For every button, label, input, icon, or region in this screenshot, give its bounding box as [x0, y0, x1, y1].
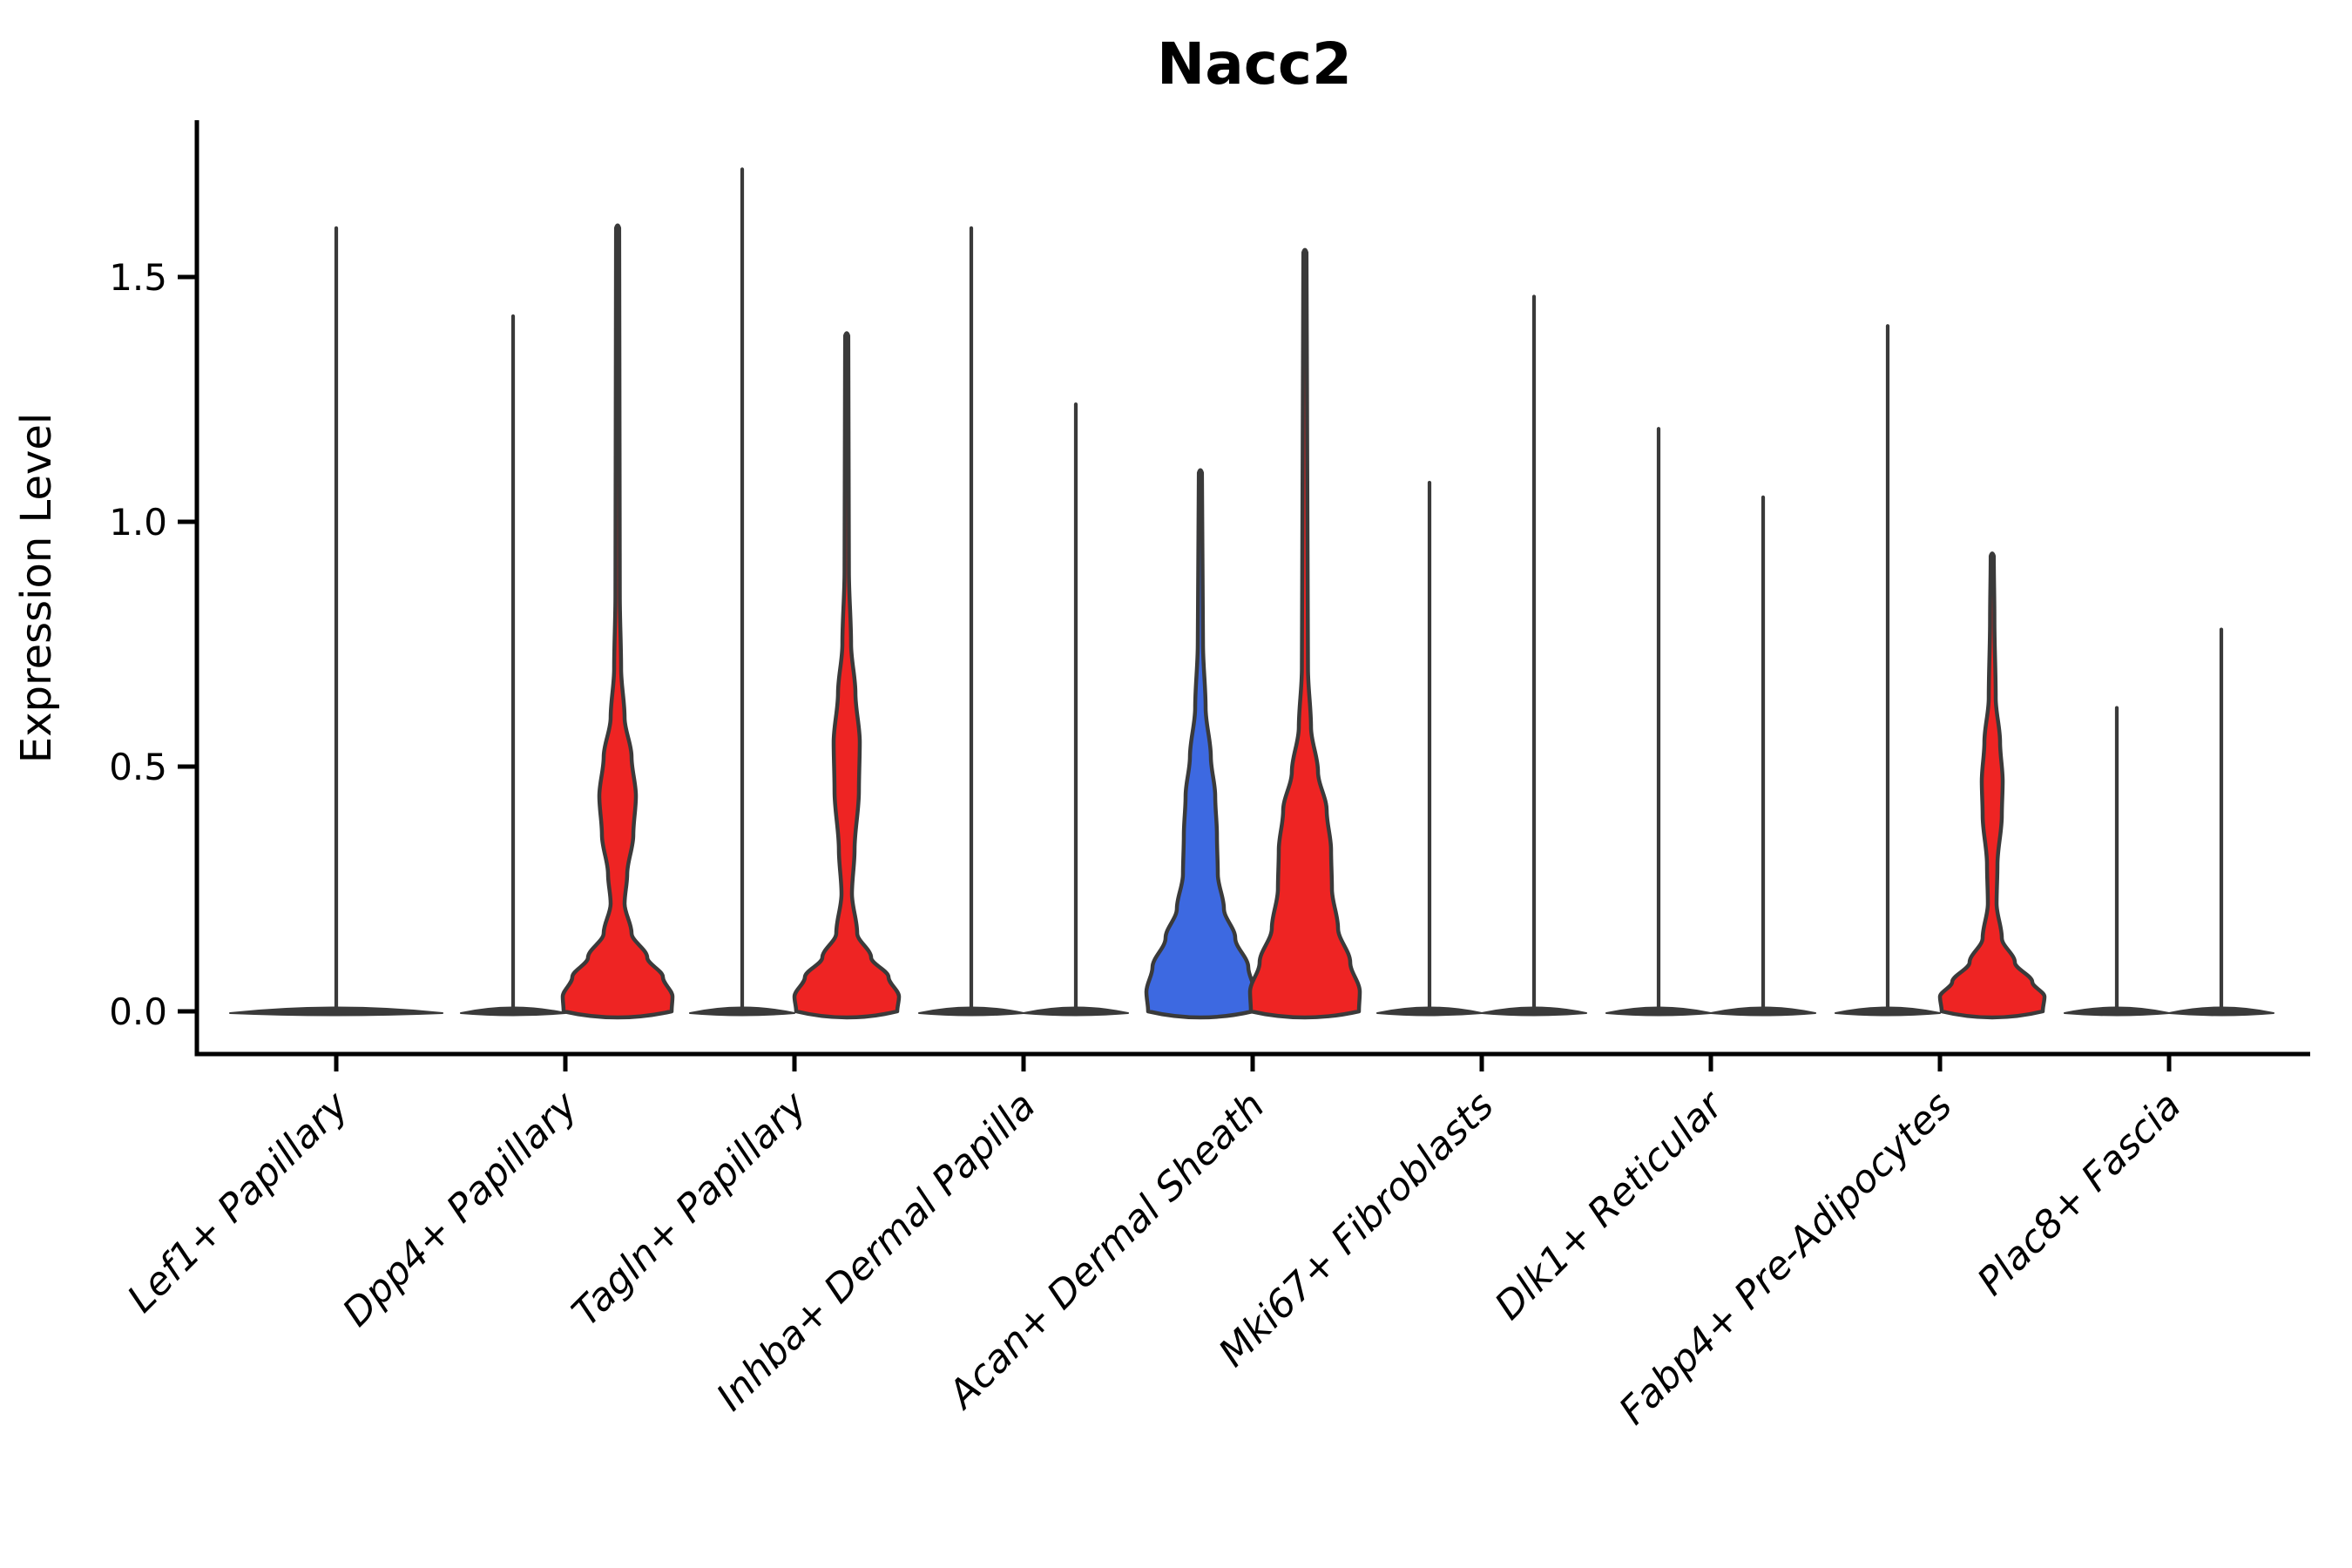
chart-title: Nacc2 [1157, 30, 1352, 98]
y-tick-label: 0.0 [109, 990, 167, 1033]
violin-red [1937, 551, 2047, 1020]
x-tick-label: Lef1+ Papillary [119, 1083, 358, 1321]
x-tick-label: Dlk1+ Reticular [1486, 1082, 1733, 1328]
violin-red [792, 331, 902, 1020]
violin-red [1247, 247, 1362, 1020]
x-tick-label: Plac8+ Fascia [1969, 1084, 2189, 1304]
y-axis-label: Expression Level [12, 413, 61, 764]
violin-blue [1144, 468, 1257, 1020]
x-tick-label: Dpp4+ Papillary [335, 1083, 587, 1335]
y-tick-label: 1.0 [109, 501, 167, 544]
x-tick-label: Tagln+ Papillary [564, 1083, 815, 1335]
violins-layer [229, 167, 2274, 1020]
y-tick-label: 1.5 [109, 256, 167, 299]
y-tick-label: 0.5 [109, 746, 167, 788]
violin-red [560, 223, 675, 1020]
